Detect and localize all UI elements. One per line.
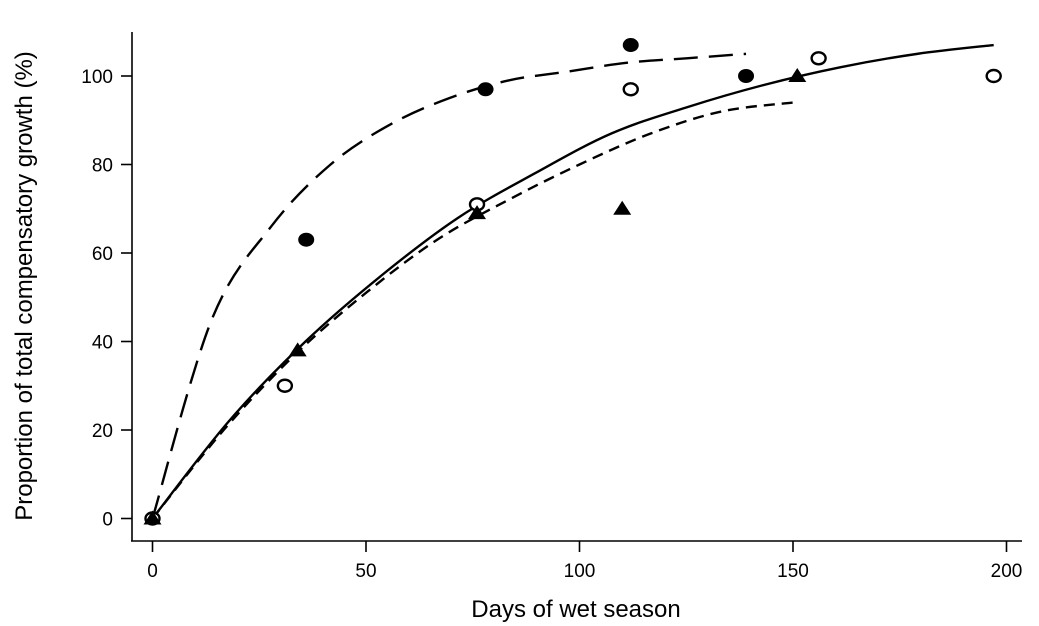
data-points [143,38,1002,526]
point-filled-triangle [788,68,807,82]
point-filled-circle [738,69,755,83]
point-open-circle [622,82,639,97]
x-tick-label: 200 [991,561,1023,582]
x-tick-label: 150 [777,561,809,582]
point-filled-circle [298,232,315,247]
x-tick-label: 50 [355,561,376,582]
y-tick-label: 100 [81,67,113,88]
x-axis-ticks: 0 50 100 150 200 [147,541,1022,582]
point-filled-circle [622,38,639,53]
point-filled-triangle [613,200,632,215]
point-filled-triangle [468,205,487,220]
fitted-curves [151,43,994,520]
x-tick-label: 0 [147,561,158,582]
point-filled-triangle [288,342,307,357]
point-filled-triangle [143,510,162,525]
point-filled-circle [477,82,494,97]
fit-curve-solid [151,43,994,520]
point-open-circle [985,68,1002,84]
y-tick-label: 80 [92,156,113,177]
axes [131,32,1022,542]
y-tick-label: 40 [92,333,113,354]
x-tick-label: 100 [564,561,596,582]
y-axis-title: Proportion of total compensatory growth … [11,51,38,521]
y-tick-label: 0 [102,510,113,531]
x-axis-title: Days of wet season [471,596,680,623]
y-axis-ticks: 0 20 40 60 80 100 [81,67,132,531]
point-open-circle [810,51,827,66]
fit-curve-long-dash [151,52,747,519]
fit-curve-short-dash [151,101,794,520]
y-tick-label: 20 [92,421,113,442]
y-tick-label: 60 [92,244,113,265]
point-open-circle [276,378,294,393]
